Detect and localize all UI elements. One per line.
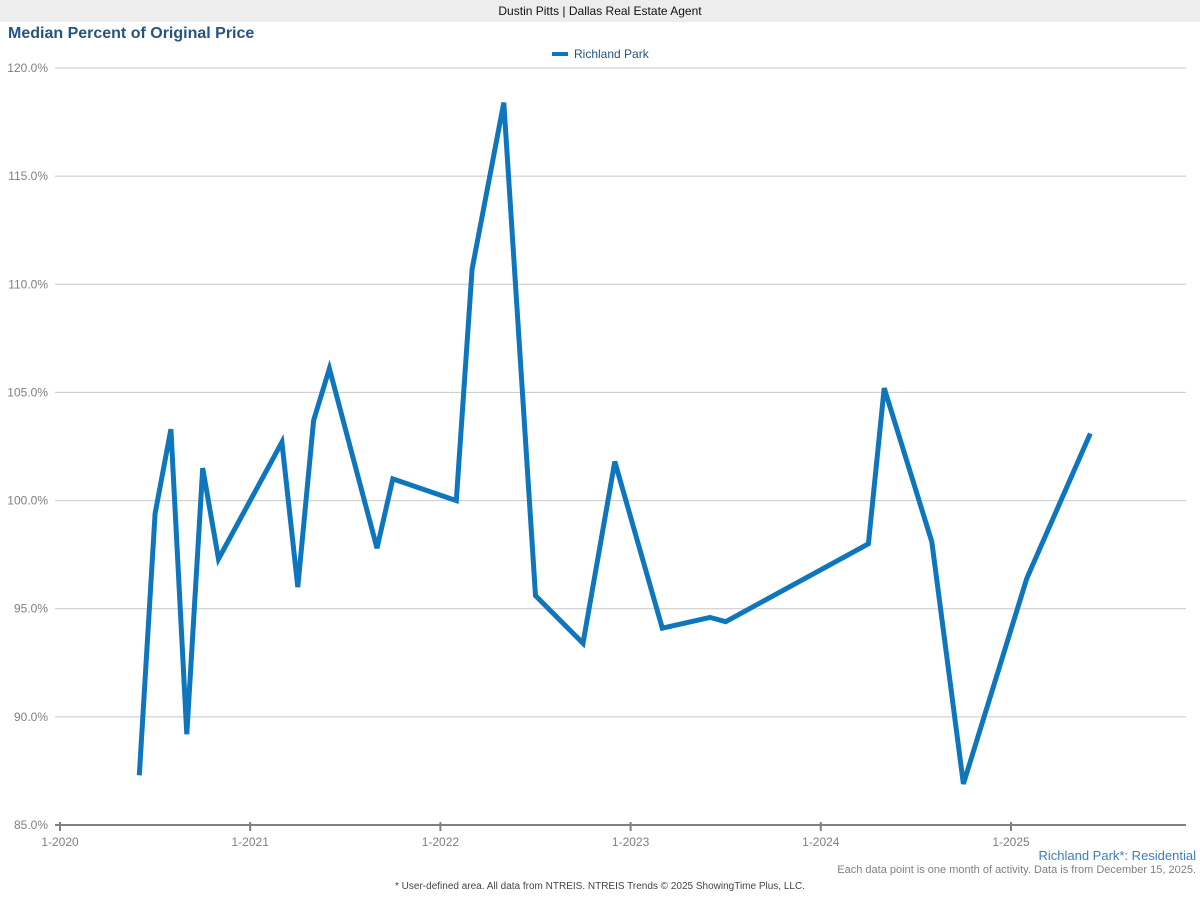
data-note: Each data point is one month of activity…	[837, 864, 1196, 876]
svg-text:1-2020: 1-2020	[41, 835, 79, 849]
svg-text:115.0%: 115.0%	[8, 169, 48, 183]
header-brand: Dustin Pitts | Dallas Real Estate Agent	[498, 4, 702, 18]
series-note: Richland Park*: Residential	[1038, 848, 1196, 863]
line-chart: 120.0% 115.0% 110.0% 105.0% 100.0% 95.0% 90.0%…	[7, 61, 1186, 849]
legend-label: Richland Park	[574, 47, 649, 61]
legend: Richland Park	[552, 47, 649, 61]
legend-line-swatch	[552, 52, 568, 56]
svg-text:90.0%: 90.0%	[14, 710, 48, 724]
svg-text:1-2025: 1-2025	[992, 835, 1030, 849]
svg-text:1-2023: 1-2023	[612, 835, 650, 849]
svg-text:85.0%: 85.0%	[14, 818, 48, 832]
svg-text:100.0%: 100.0%	[7, 494, 48, 508]
chart-title: Median Percent of Original Price	[8, 25, 255, 42]
svg-text:105.0%: 105.0%	[7, 385, 48, 399]
svg-text:1-2022: 1-2022	[422, 835, 460, 849]
svg-text:1-2021: 1-2021	[232, 835, 270, 849]
header-bar: Dustin Pitts | Dallas Real Estate Agent	[0, 0, 1200, 22]
svg-text:1-2024: 1-2024	[802, 835, 840, 849]
svg-text:120.0%: 120.0%	[7, 61, 48, 75]
disclaimer: * User-defined area. All data from NTREI…	[395, 881, 805, 892]
svg-text:95.0%: 95.0%	[14, 602, 48, 616]
svg-text:110.0%: 110.0%	[8, 277, 48, 291]
